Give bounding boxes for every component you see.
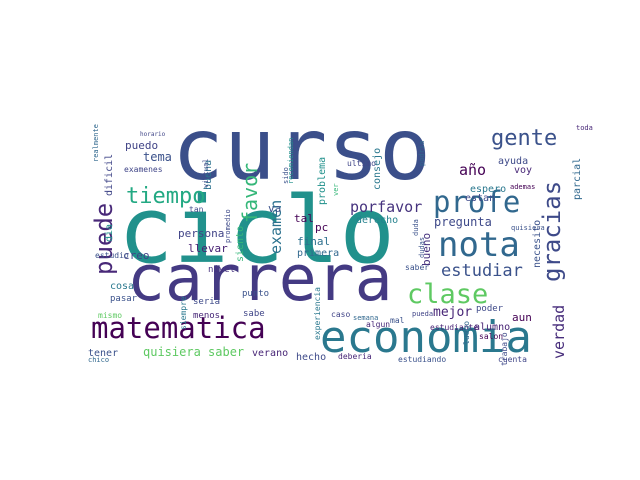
word: bueno <box>420 233 433 266</box>
word: alumno <box>474 322 510 333</box>
word: tiempo <box>126 184 205 209</box>
word: deberia <box>338 352 372 361</box>
word: profe <box>433 185 520 219</box>
word: aun <box>512 311 532 324</box>
word: virtual <box>202 158 210 188</box>
word: favor <box>238 163 262 223</box>
word: problema <box>317 157 328 205</box>
word: tener <box>88 348 118 359</box>
word: ademas <box>510 183 535 191</box>
word: cosa <box>110 281 134 292</box>
word: hecho <box>296 352 326 363</box>
word: mejor <box>433 305 472 320</box>
word: derecho <box>356 215 398 226</box>
word: puede <box>90 203 118 275</box>
word: tal <box>294 212 314 225</box>
word: realmente <box>92 124 100 162</box>
word: mal <box>390 316 405 325</box>
word: clase <box>407 279 488 310</box>
word: saber <box>405 263 429 272</box>
word: semana <box>353 314 378 322</box>
word: chico <box>88 356 109 364</box>
word: examen <box>267 200 285 254</box>
word: necesito <box>532 220 543 268</box>
word: matematica <box>91 311 266 345</box>
word: estan <box>465 193 495 204</box>
word: año <box>459 161 486 179</box>
word: curso <box>172 100 431 200</box>
word: carrera <box>127 242 393 315</box>
word: estudiante <box>430 323 478 332</box>
word: pasar <box>110 294 138 304</box>
word: economia <box>320 312 532 363</box>
word: porfavor <box>350 198 422 216</box>
word: pueda <box>412 310 433 318</box>
word: puedo <box>125 139 158 152</box>
word: ver <box>332 183 340 196</box>
word: promedio <box>224 209 232 243</box>
word: llevar <box>188 242 228 255</box>
word: dudas <box>418 237 426 258</box>
word: buena <box>203 160 214 190</box>
word: sido <box>282 167 290 184</box>
word: creo <box>123 249 150 262</box>
word: poder <box>476 304 504 314</box>
word: menos <box>193 311 220 321</box>
word: quisiera saber <box>143 345 244 359</box>
word: tema <box>143 150 172 164</box>
word: parcial <box>572 158 583 200</box>
word: nivel <box>208 265 235 275</box>
word: duda <box>412 219 420 236</box>
word: verdad <box>550 305 568 359</box>
word: persona <box>178 227 224 240</box>
word: luego <box>462 321 471 345</box>
word: recomiendan <box>287 138 295 184</box>
word: algun <box>366 320 390 329</box>
word: examenes <box>124 165 163 174</box>
word: estudiando <box>398 355 446 364</box>
word: verano <box>252 348 288 359</box>
word: primera <box>297 248 339 259</box>
word: punto <box>242 289 269 299</box>
word: ciclo <box>118 177 395 284</box>
word: tan <box>189 205 204 214</box>
word: sabe <box>243 309 265 319</box>
word: trabajo <box>500 332 509 366</box>
word: pregunta <box>434 215 492 229</box>
word: espero <box>470 184 506 195</box>
word: siento <box>235 226 246 262</box>
word: caso <box>331 310 350 319</box>
word: consejo <box>372 148 383 190</box>
word: voy <box>514 165 532 176</box>
word: estudiar <box>441 261 523 281</box>
word: siempre <box>179 296 188 330</box>
word: toda <box>576 124 593 132</box>
cloud-background <box>80 117 585 370</box>
word: final <box>297 235 330 248</box>
word: experiencia <box>313 287 322 340</box>
word: seria <box>193 297 220 307</box>
word: va <box>268 202 281 215</box>
word: ultimo <box>347 159 376 168</box>
word: pc <box>315 221 328 234</box>
word: horario <box>140 131 166 138</box>
word: estudio <box>95 251 129 260</box>
word: mismo <box>98 311 122 320</box>
word: dificil <box>104 154 115 196</box>
word: nota <box>438 225 520 265</box>
word: gente <box>491 126 557 151</box>
word: ayuda <box>498 156 528 167</box>
word: salon <box>479 332 503 341</box>
word: dia <box>104 224 115 242</box>
word: quisiera <box>511 224 545 232</box>
word: cuenta <box>498 355 527 364</box>
word: podria <box>418 141 426 166</box>
word: gracias <box>538 181 566 282</box>
